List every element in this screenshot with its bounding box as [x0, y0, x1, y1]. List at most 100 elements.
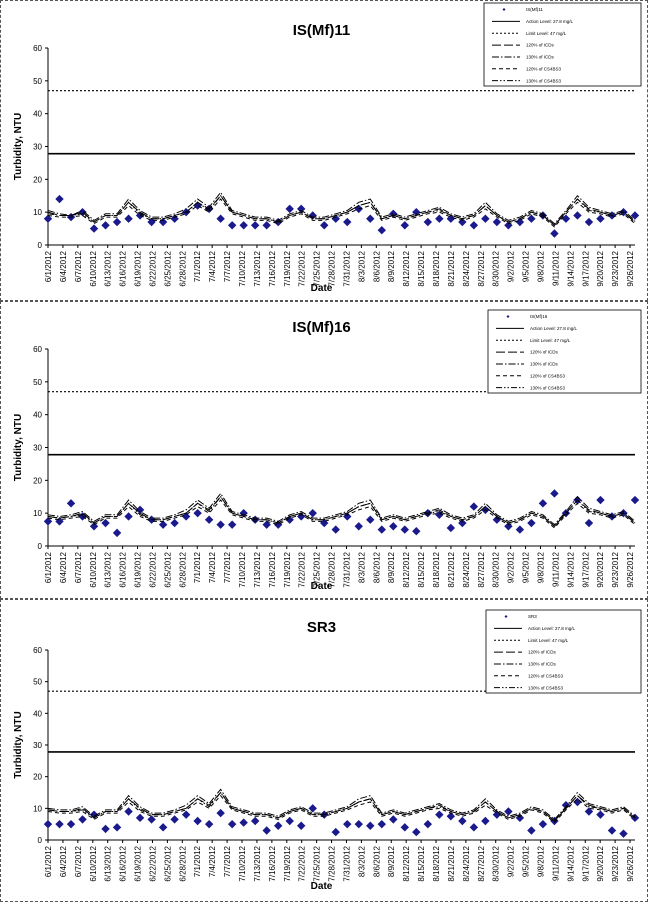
x-tick-label: 7/28/2012: [328, 845, 337, 881]
series-line-4: [47, 492, 636, 526]
chart-panel-3: SR3 0 10 20 30 40 50 60 Turbidity, NTU 6/1/2012 6/…: [0, 599, 648, 902]
x-tick-label: 8/15/2012: [417, 250, 426, 286]
data-point-marker: [297, 204, 306, 214]
y-tick-label: 20: [33, 175, 42, 184]
legend: SR3 Action Level: 27.8 mg/L Limit Level: 4…: [485, 609, 642, 694]
data-point-marker: [262, 826, 271, 835]
series-line-3: [47, 791, 636, 822]
data-point-marker: [596, 495, 605, 505]
data-point-marker: [619, 829, 628, 838]
data-point-marker: [239, 818, 248, 827]
data-point-marker: [204, 515, 214, 524]
data-point-marker: [354, 819, 363, 829]
data-point-marker: [78, 815, 87, 824]
data-point-marker: [584, 217, 594, 227]
y-tick-label: 40: [33, 110, 42, 119]
legend-label: Action Level: 27.8 mg/L: [530, 326, 578, 331]
y-axis-label: Turbidity, NTU: [13, 711, 24, 778]
data-point-marker: [112, 217, 122, 227]
x-tick-label: 9/26/2012: [626, 845, 635, 881]
legend-label: 130% of ICDs: [528, 662, 557, 667]
data-point-marker: [158, 520, 168, 529]
data-point-marker: [89, 224, 99, 233]
data-point-marker: [170, 518, 179, 528]
x-tick-label: 6/4/2012: [59, 551, 68, 583]
data-point-marker: [331, 214, 340, 223]
x-tick-label: 6/7/2012: [74, 250, 83, 282]
x-tick-label: 8/15/2012: [417, 551, 426, 587]
data-point-marker: [204, 819, 214, 829]
x-tick-label: 7/10/2012: [238, 551, 247, 587]
x-tick-label: 8/18/2012: [432, 250, 441, 286]
data-point-marker: [630, 211, 640, 220]
x-tick-label: 9/20/2012: [596, 551, 605, 587]
x-tick-label: 7/4/2012: [208, 845, 217, 877]
series-line-6: [47, 495, 636, 528]
data-point-marker: [250, 221, 260, 230]
data-point-marker: [504, 807, 513, 816]
x-tick-label: 9/20/2012: [596, 845, 605, 881]
chart-panel-2: IS(Mf)16 0 10 20 30 40 50 60 Turbidity, NTU 6/1/2…: [0, 301, 648, 599]
chart-title: IS(Mf)11: [293, 22, 351, 39]
data-point-marker: [389, 522, 398, 531]
y-tick-label: 40: [33, 411, 42, 420]
legend-label: 130% of CS4BS3: [530, 385, 566, 390]
series-line-6: [47, 791, 636, 822]
legend-box: [487, 309, 642, 394]
data-point-marker: [400, 525, 410, 534]
x-tick-label: 7/28/2012: [328, 250, 337, 286]
x-tick-label: 9/11/2012: [551, 250, 560, 286]
data-point-marker: [515, 217, 525, 227]
data-point-marker: [250, 816, 260, 826]
legend-label: 120% of CS4BS3: [528, 673, 564, 678]
legend-label: 120% of CS4BS3: [526, 66, 562, 71]
x-tick-label: 9/8/2012: [536, 250, 545, 282]
data-point-marker: [101, 518, 110, 528]
legend-label: 130% of ICDs: [526, 55, 555, 60]
legend-label: 130% of ICDs: [530, 362, 559, 367]
y-axis-label: Turbidity, NTU: [13, 414, 24, 481]
x-tick-label: 6/28/2012: [178, 250, 187, 286]
x-tick-label: 9/26/2012: [626, 551, 635, 587]
data-point-marker: [193, 508, 202, 518]
series-line-5: [47, 499, 636, 529]
x-tick-label: 7/28/2012: [328, 551, 337, 587]
y-tick-label: 10: [33, 804, 42, 813]
data-point-marker: [492, 217, 502, 227]
legend-label: Limit Level: 47 mg/L: [530, 338, 571, 343]
x-tick-label: 8/21/2012: [447, 250, 456, 286]
data-point-marker: [101, 824, 110, 834]
series-line-4: [47, 191, 636, 225]
data-point-marker: [55, 194, 64, 204]
x-tick-label: 8/27/2012: [477, 551, 486, 587]
data-point-marker: [584, 807, 594, 816]
x-tick-label: 8/18/2012: [432, 845, 441, 881]
x-tick-label: 9/23/2012: [611, 551, 620, 587]
data-point-marker: [469, 221, 479, 230]
x-tick-label: 7/13/2012: [253, 250, 262, 286]
legend-label: IS(Mf)16: [530, 314, 548, 319]
data-point-marker: [550, 229, 559, 238]
y-tick-label: 50: [33, 678, 42, 687]
x-tick-label: 7/4/2012: [208, 551, 217, 583]
x-tick-label: 9/11/2012: [551, 845, 560, 881]
data-point-marker: [596, 810, 605, 819]
x-tick-label: 8/12/2012: [402, 250, 411, 286]
data-point-marker: [308, 508, 317, 518]
x-tick-label: 8/27/2012: [477, 250, 486, 286]
x-tick-label: 7/1/2012: [193, 845, 202, 877]
x-tick-label: 7/22/2012: [298, 551, 307, 587]
x-tick-label: 6/10/2012: [89, 551, 98, 587]
y-tick-label: 60: [33, 345, 42, 354]
x-tick-label: 7/1/2012: [193, 551, 202, 583]
legend-label: 130% of CS4BS3: [526, 78, 562, 83]
data-point-marker: [320, 221, 329, 230]
x-tick-label: 8/24/2012: [462, 845, 471, 881]
data-point-marker: [400, 221, 410, 230]
data-point-marker: [297, 821, 306, 830]
x-tick-label: 7/10/2012: [238, 845, 247, 881]
y-tick-label: 0: [38, 836, 43, 845]
data-point-marker: [584, 518, 594, 528]
y-tick-label: 60: [33, 646, 42, 655]
x-tick-label: 6/16/2012: [119, 845, 128, 881]
